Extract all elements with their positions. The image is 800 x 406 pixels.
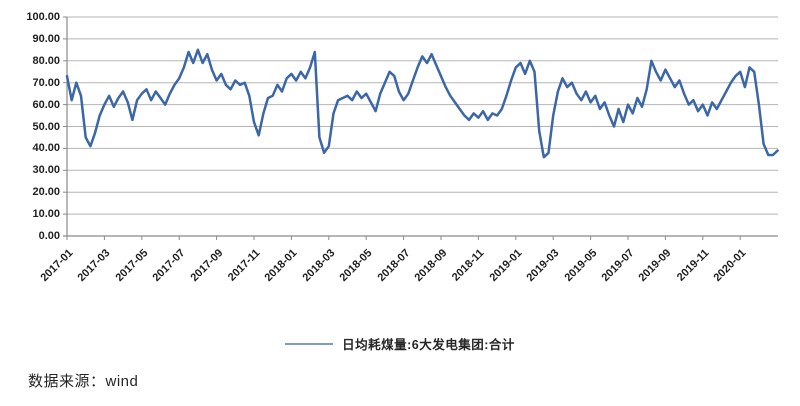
series-line-daily-coal-consumption	[65, 48, 779, 159]
y-axis-label: 50.00	[32, 120, 60, 133]
y-axis-label: 70.00	[32, 76, 60, 89]
legend-line-swatch	[285, 342, 334, 345]
legend-label: 日均耗煤量:6大发电集团:合计	[342, 338, 515, 352]
legend: 日均耗煤量:6大发电集团:合计	[0, 334, 800, 353]
y-axis-label: 80.00	[32, 54, 60, 67]
y-axis-label: 30.00	[32, 164, 60, 177]
y-axis-label: 0.00	[38, 230, 60, 242]
y-axis-label: 40.00	[32, 142, 60, 155]
y-axis-label: 90.00	[32, 32, 60, 45]
y-axis-label: 20.00	[32, 186, 60, 199]
plot-area	[63, 16, 779, 240]
y-axis-label: 10.00	[32, 208, 60, 221]
data-source-note: 数据来源：wind	[28, 373, 139, 390]
y-axis-label: 100.00	[26, 11, 60, 23]
y-axis-label: 60.00	[32, 98, 60, 111]
